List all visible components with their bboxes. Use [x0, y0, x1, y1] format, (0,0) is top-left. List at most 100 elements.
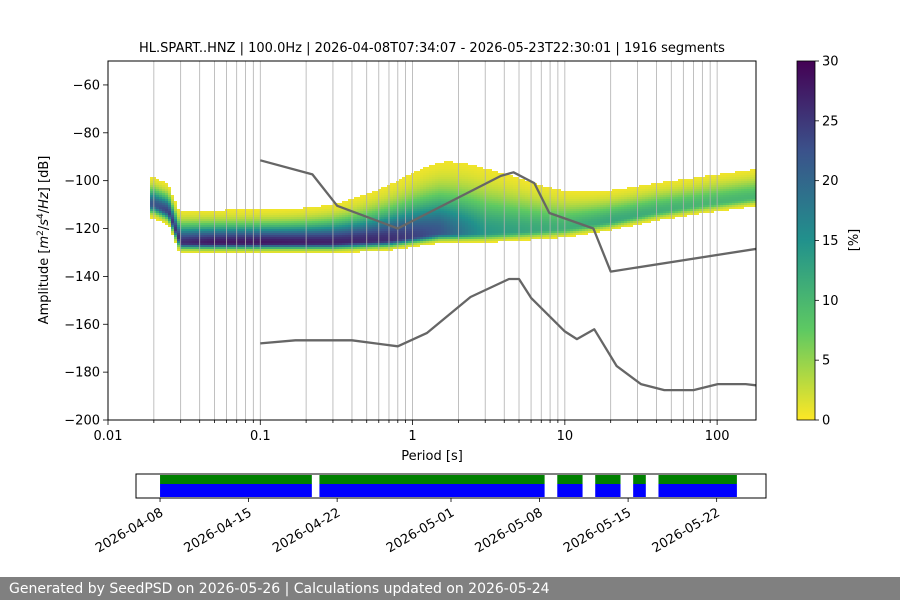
heatmap-cell — [546, 229, 549, 231]
heatmap-cell — [249, 225, 252, 227]
heatmap-cell — [399, 195, 402, 197]
heatmap-cell — [282, 211, 285, 213]
heatmap-cell — [459, 209, 462, 211]
heatmap-cell — [675, 207, 678, 209]
heatmap-cell — [492, 227, 495, 229]
heatmap-cell — [471, 207, 474, 209]
heatmap-cell — [207, 225, 210, 227]
heatmap-cell — [723, 179, 726, 181]
heatmap-cell — [594, 215, 597, 217]
heatmap-cell — [543, 219, 546, 221]
heatmap-cell — [513, 205, 516, 207]
heatmap-cell — [270, 251, 273, 253]
heatmap-cell — [354, 251, 357, 253]
heatmap-cell — [405, 241, 408, 243]
heatmap-cell — [294, 235, 297, 237]
heatmap-cell — [234, 219, 237, 221]
heatmap-cell — [537, 207, 540, 209]
heatmap-cell — [681, 203, 684, 205]
heatmap-cell — [366, 209, 369, 211]
heatmap-cell — [597, 213, 600, 215]
heatmap-cell — [480, 193, 483, 195]
heatmap-cell — [513, 233, 516, 235]
heatmap-cell — [258, 239, 261, 241]
heatmap-cell — [504, 181, 507, 183]
heatmap-cell — [498, 223, 501, 225]
heatmap-cell — [450, 241, 453, 243]
heatmap-cell — [507, 193, 510, 195]
heatmap-cell — [480, 197, 483, 199]
heatmap-cell — [552, 221, 555, 223]
heatmap-cell — [279, 213, 282, 215]
heatmap-cell — [723, 187, 726, 189]
heatmap-cell — [318, 225, 321, 227]
heatmap-cell — [690, 209, 693, 211]
heatmap-cell — [477, 219, 480, 221]
heatmap-cell — [363, 243, 366, 245]
heatmap-cell — [405, 231, 408, 233]
heatmap-cell — [480, 171, 483, 173]
heatmap-cell — [522, 223, 525, 225]
heatmap-cell — [423, 243, 426, 245]
heatmap-cell — [375, 223, 378, 225]
heatmap-cell — [228, 247, 231, 249]
heatmap-cell — [654, 205, 657, 207]
heatmap-cell — [192, 215, 195, 217]
heatmap-cell — [402, 179, 405, 181]
heatmap-cell — [522, 233, 525, 235]
heatmap-cell — [660, 215, 663, 217]
heatmap-cell — [576, 207, 579, 209]
heatmap-cell — [378, 213, 381, 215]
heatmap-cell — [447, 193, 450, 195]
heatmap-cell — [282, 235, 285, 237]
heatmap-cell — [420, 243, 423, 245]
heatmap-cell — [402, 193, 405, 195]
heatmap-cell — [393, 191, 396, 193]
heatmap-cell — [204, 213, 207, 215]
heatmap-cell — [483, 229, 486, 231]
heatmap-cell — [414, 229, 417, 231]
heatmap-cell — [429, 185, 432, 187]
heatmap-cell — [162, 209, 165, 211]
heatmap-cell — [183, 213, 186, 215]
heatmap-cell — [519, 197, 522, 199]
heatmap-cell — [561, 193, 564, 195]
heatmap-cell — [183, 239, 186, 241]
heatmap-cell — [441, 215, 444, 217]
heatmap-cell — [276, 235, 279, 237]
heatmap-cell — [579, 231, 582, 233]
heatmap-cell — [159, 193, 162, 195]
heatmap-cell — [621, 193, 624, 195]
heatmap-cell — [687, 183, 690, 185]
heatmap-cell — [204, 233, 207, 235]
heatmap-cell — [588, 231, 591, 233]
heatmap-cell — [432, 187, 435, 189]
heatmap-cell — [702, 189, 705, 191]
heatmap-cell — [240, 215, 243, 217]
heatmap-cell — [420, 207, 423, 209]
heatmap-cell — [453, 187, 456, 189]
heatmap-cell — [192, 229, 195, 231]
heatmap-cell — [408, 239, 411, 241]
heatmap-cell — [393, 211, 396, 213]
heatmap-cell — [369, 221, 372, 223]
heatmap-cell — [459, 203, 462, 205]
heatmap-cell — [375, 237, 378, 239]
heatmap-cell — [255, 247, 258, 249]
heatmap-cell — [303, 235, 306, 237]
heatmap-cell — [552, 199, 555, 201]
heatmap-cell — [708, 203, 711, 205]
heatmap-cell — [294, 243, 297, 245]
heatmap-cell — [375, 193, 378, 195]
heatmap-cell — [318, 239, 321, 241]
heatmap-cell — [402, 241, 405, 243]
heatmap-cell — [231, 249, 234, 251]
heatmap-cell — [405, 227, 408, 229]
heatmap-cell — [339, 239, 342, 241]
heatmap-cell — [438, 181, 441, 183]
heatmap-cell — [153, 181, 156, 183]
heatmap-cell — [339, 219, 342, 221]
heatmap-cell — [384, 215, 387, 217]
heatmap-cell — [630, 213, 633, 215]
heatmap-cell — [651, 215, 654, 217]
